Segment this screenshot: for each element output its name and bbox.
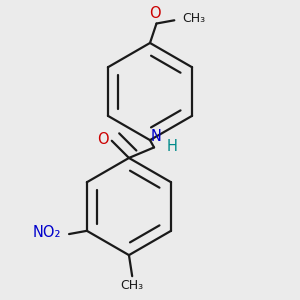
Text: CH₃: CH₃ <box>121 279 144 292</box>
Text: H: H <box>167 139 177 154</box>
Text: O: O <box>97 132 109 147</box>
Text: NO₂: NO₂ <box>32 225 61 240</box>
Text: N: N <box>150 129 161 144</box>
Text: CH₃: CH₃ <box>182 12 206 25</box>
Text: O: O <box>149 6 161 21</box>
